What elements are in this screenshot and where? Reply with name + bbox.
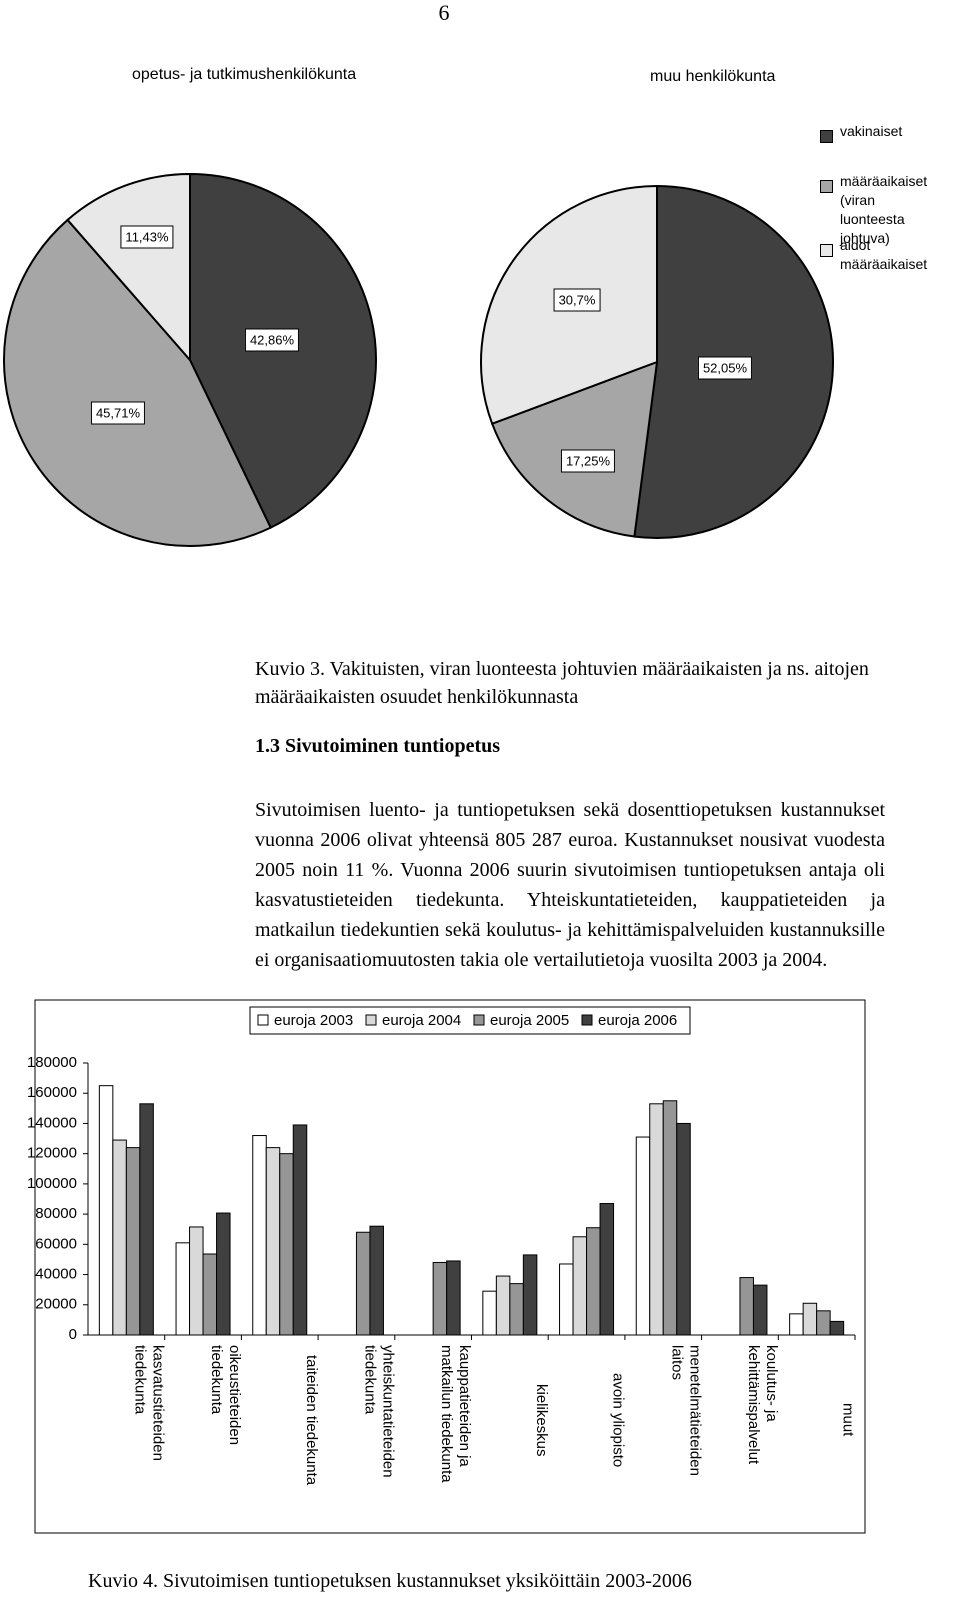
pie-slice [490,360,659,538]
bar [216,1212,231,1336]
pie-title: muu henkilökunta [650,68,776,85]
x-tick-label: kielikeskus [532,1383,550,1457]
bar [355,1231,371,1336]
legend-swatch [581,1014,593,1026]
x-tick-label: kasvatustieteiden tiedekunta [131,1345,167,1461]
legend-label: euroja 2004 [382,1012,461,1029]
legend-label: euroja 2006 [598,1012,677,1029]
legend-swatch [257,1014,269,1026]
x-tick-label: kauppatieteiden ja matkailun tiedekunta [438,1345,474,1483]
y-tick-label: 180000 [27,1054,77,1071]
bar [676,1122,691,1336]
section-heading: 1.3 Sivutoiminen tuntiopetus [255,735,501,757]
pie-slice [3,218,273,547]
pie-slice [66,172,191,363]
y-tick-label: 140000 [27,1114,77,1131]
bar [572,1236,588,1336]
bar [522,1254,538,1336]
bar [369,1225,384,1336]
data-label: 45,71% [90,401,146,425]
figure-caption: Kuvio 4. Sivutoimisen tuntiopetuksen kus… [88,1570,692,1592]
page-number: 6 [438,0,450,25]
bar [495,1275,511,1336]
pie-title: opetus- ja tutkimushenkilökunta [132,66,357,83]
bar [599,1203,615,1336]
bar [98,1085,114,1336]
bar [482,1290,497,1336]
legend-frame [249,1006,691,1035]
legend-label: vakinaiset [840,123,903,139]
x-tick-label: oikeustieteiden tiedekunta [208,1345,244,1446]
bar [816,1310,831,1336]
figure-caption: Kuvio 3. Vakituisten, viran luonteesta j… [255,658,869,708]
data-label: 30,7% [553,288,601,312]
bar [202,1253,218,1336]
data-label: 42,86% [244,328,300,352]
data-label: 11,43% [120,225,174,249]
legend-swatch [820,244,833,257]
pie-charts [3,172,834,547]
legend-swatch [473,1014,485,1026]
x-tick-label: koulutus- ja kehittämispalvelut [744,1345,780,1465]
legend-label: määräaikaiset (viran luonteesta johtuva) [840,173,928,246]
y-tick-label: 20000 [35,1296,77,1313]
x-tick-label: muut [839,1403,857,1437]
bar [739,1277,754,1336]
bar [559,1263,574,1336]
bar [432,1261,448,1336]
bar [112,1139,127,1336]
y-tick-label: 160000 [27,1084,77,1101]
bar [509,1283,524,1336]
x-tick-label: avoin yliopisto [609,1372,627,1468]
legend-label: aidot määräaikaiset [840,237,928,272]
bar [292,1124,308,1336]
y-tick-label: 100000 [27,1175,77,1192]
legend-swatch [365,1014,377,1026]
legend-swatch [820,130,833,143]
y-tick-label: 40000 [35,1266,77,1283]
paragraph: Sivutoimisen luento- ja tuntiopetuksen s… [255,799,885,971]
bar [125,1147,141,1336]
bar [586,1227,601,1336]
bar-chart: 0 20000 40000 60000 80000 100000 120000 140000 1… [27,999,866,1534]
bar [189,1226,204,1336]
bar [649,1103,664,1336]
bar [446,1260,461,1336]
legend-label: euroja 2005 [490,1012,569,1029]
chart-frame [34,999,866,1534]
bar [802,1302,818,1336]
x-tick-label: menetelmätieteiden laitos [668,1345,704,1476]
y-tick-label: 60000 [35,1235,77,1252]
legend-label: euroja 2003 [274,1012,353,1029]
y-tick-label: 120000 [27,1145,77,1162]
legend-swatch [820,180,833,193]
y-tick-label: 0 [69,1326,77,1343]
bar [139,1103,154,1336]
bar [789,1313,804,1336]
bar [252,1135,267,1336]
x-tick-label: taiteiden tiedekunta [302,1354,320,1486]
bar [662,1100,678,1336]
bar [829,1320,845,1336]
x-tick-label: yhteiskuntatieteiden tiedekunta [361,1345,397,1478]
y-tick-label: 80000 [35,1205,77,1222]
bar [279,1153,294,1336]
bar [752,1284,768,1336]
bar [265,1147,281,1336]
bar [175,1242,191,1336]
data-label: 17,25% [560,449,616,473]
bar [635,1136,651,1336]
data-label: 52,05% [697,356,753,380]
